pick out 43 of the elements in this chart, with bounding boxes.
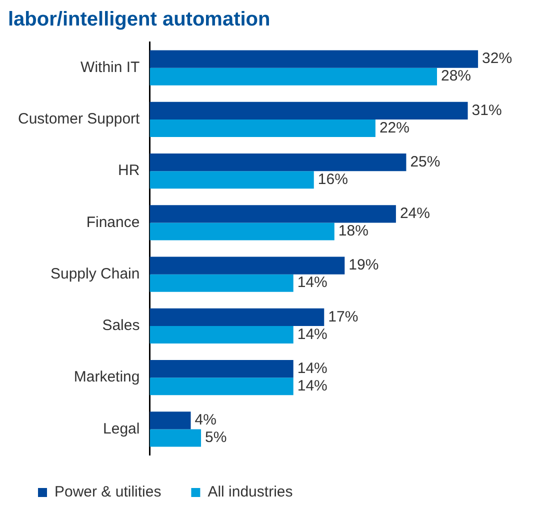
bar (150, 205, 396, 223)
y-tick-label: Legal (103, 420, 140, 438)
bar (150, 50, 478, 68)
legend-label: Power & utilities (54, 484, 162, 501)
data-label: 18% (338, 222, 368, 240)
data-label: 14% (297, 377, 328, 394)
bar (150, 308, 324, 326)
legend-label: All industries (208, 484, 293, 501)
y-tick-label: Within IT (80, 58, 140, 76)
y-tick-label: Sales (102, 317, 140, 334)
bar (150, 119, 376, 137)
bar (150, 274, 294, 292)
data-label: 24% (400, 205, 430, 222)
y-tick-label: Customer Support (18, 110, 141, 128)
bar (150, 326, 294, 344)
y-tick-label: Marketing (74, 368, 140, 386)
bar (150, 102, 468, 120)
bar (150, 256, 345, 274)
data-label: 25% (410, 153, 440, 170)
data-label: 19% (348, 256, 379, 274)
data-label: 32% (482, 50, 512, 68)
chart-title: labor/intelligent automation (8, 8, 270, 31)
data-label: 4% (194, 412, 216, 429)
data-label: 31% (472, 102, 502, 119)
bar (150, 412, 191, 430)
bar (150, 360, 294, 378)
y-tick-label: Finance (86, 214, 140, 231)
data-label: 14% (297, 274, 328, 292)
data-label: 22% (379, 119, 410, 136)
bar (150, 222, 334, 240)
bar (150, 154, 406, 172)
data-label: 17% (328, 308, 358, 326)
bar (150, 429, 202, 447)
data-label: 5% (205, 429, 227, 446)
y-tick-label: HR (118, 162, 140, 180)
bar (150, 171, 314, 189)
y-tick-label: Supply Chain (50, 265, 140, 282)
data-label: 14% (297, 360, 328, 377)
bar (150, 378, 294, 396)
data-label: 28% (440, 68, 472, 85)
data-label: 16% (318, 170, 348, 188)
bar (150, 68, 437, 86)
data-label: 14% (297, 326, 328, 343)
